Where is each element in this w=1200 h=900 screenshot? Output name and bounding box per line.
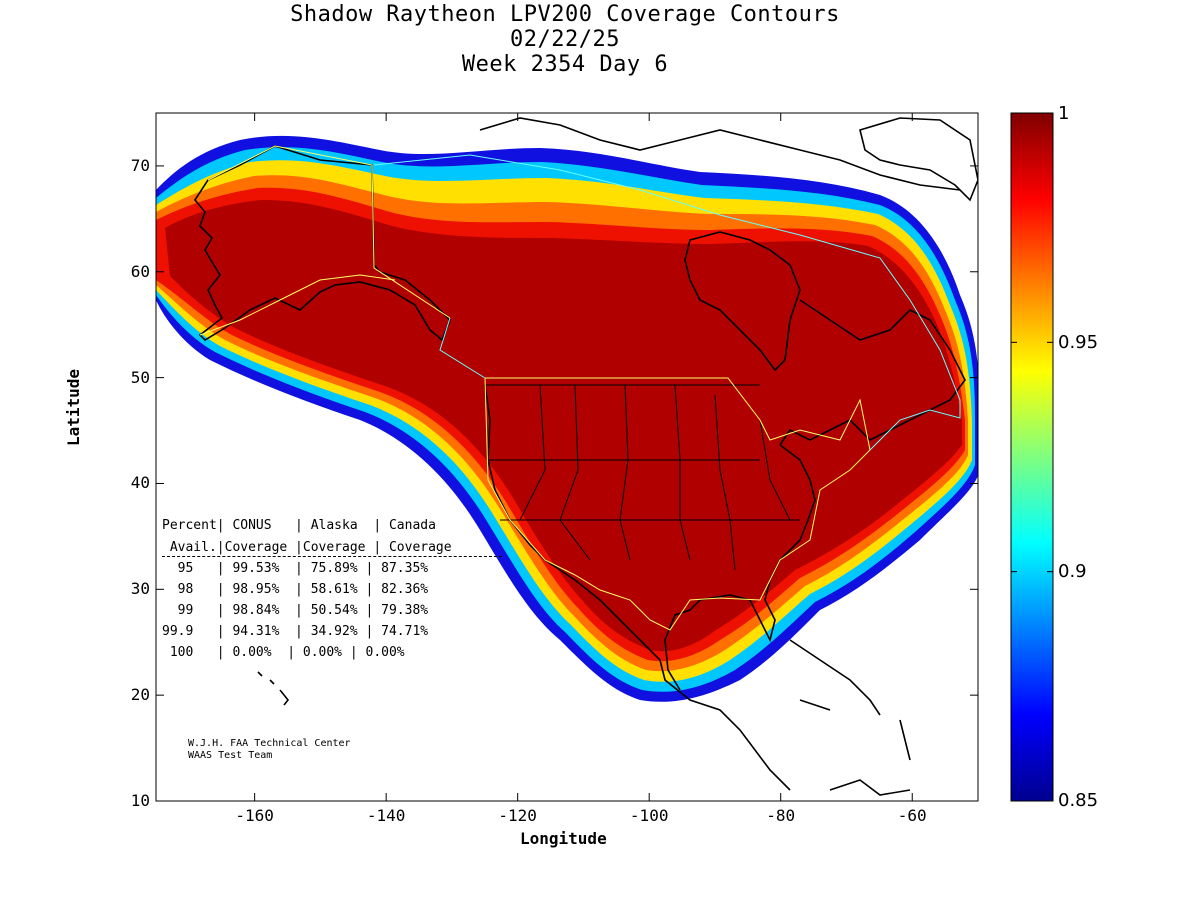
canada-east-coast [779, 299, 966, 446]
region-boundaries [199, 145, 961, 631]
canada-boundary [373, 154, 961, 451]
x-tick-label: -160 [235, 806, 274, 825]
state-borders [485, 384, 800, 571]
x-tick-label: -80 [766, 806, 796, 825]
alaska-boundary [199, 145, 451, 336]
y-tick-label: 60 [130, 261, 150, 281]
x-tick-label: -140 [366, 806, 406, 825]
y-tick-label: 40 [130, 473, 150, 493]
colorbar-ticks [1011, 112, 1053, 802]
credit-line-2: WAAS Test Team [188, 750, 273, 761]
colorbar-label-max: 1 [1058, 103, 1070, 124]
y-tick-label: 50 [130, 367, 150, 387]
x-tick-label: -120 [498, 806, 537, 825]
greenland [859, 117, 978, 202]
table-divider [162, 556, 502, 557]
colorbar-label-min: 0.85 [1058, 790, 1099, 811]
x-tick-label: -100 [629, 806, 669, 825]
colorbar-label-095: 0.95 [1058, 332, 1099, 353]
table-row: 99.9 | 94.31% | 34.92% | 74.71% [162, 624, 429, 639]
chart-date: 02/22/25 [510, 27, 620, 52]
conus-boundary [484, 377, 871, 631]
table-header-1: Percent| CONUS | Alaska | Canada [162, 518, 436, 533]
us-east-coast [664, 444, 816, 691]
canada-arctic-islands [479, 117, 961, 191]
coastlines [194, 117, 978, 796]
y-tick-label: 20 [130, 685, 150, 705]
credit-line-1: W.J.H. FAA Technical Center [188, 738, 351, 749]
contour-full-coverage [165, 200, 962, 652]
colorbar-label-090: 0.9 [1058, 561, 1087, 582]
y-tick-label: 10 [130, 791, 150, 810]
y-tick-label: 30 [130, 579, 150, 599]
chart-week: Week 2354 Day 6 [461, 52, 669, 77]
table-row: 99 | 98.84% | 50.54% | 79.38% [162, 603, 429, 618]
table-row: 98 | 98.95% | 58.61% | 82.36% [162, 582, 429, 597]
axis-ticks [156, 113, 978, 802]
y-axis-label: Latitude [64, 368, 83, 446]
table-header-2: Avail.|Coverage |Coverage | Coverage [162, 540, 452, 555]
y-tick-label: 70 [130, 155, 150, 175]
plot-frame [155, 112, 979, 802]
table-row: 100 | 0.00% | 0.00% | 0.00% [162, 645, 405, 660]
x-axis-label: Longitude [520, 829, 607, 848]
colorbar [1010, 112, 1054, 802]
baja-mexico [574, 579, 791, 791]
table-row: 95 | 99.53% | 75.89% | 87.35% [162, 561, 429, 576]
hudson-bay-region [684, 231, 801, 372]
alaska-coast [194, 145, 451, 342]
x-tick-label: -60 [897, 806, 927, 825]
coverage-contours [156, 135, 978, 702]
chart-title: Shadow Raytheon LPV200 Coverage Contours [290, 2, 840, 27]
hawaii [257, 671, 290, 706]
caribbean [789, 639, 911, 796]
